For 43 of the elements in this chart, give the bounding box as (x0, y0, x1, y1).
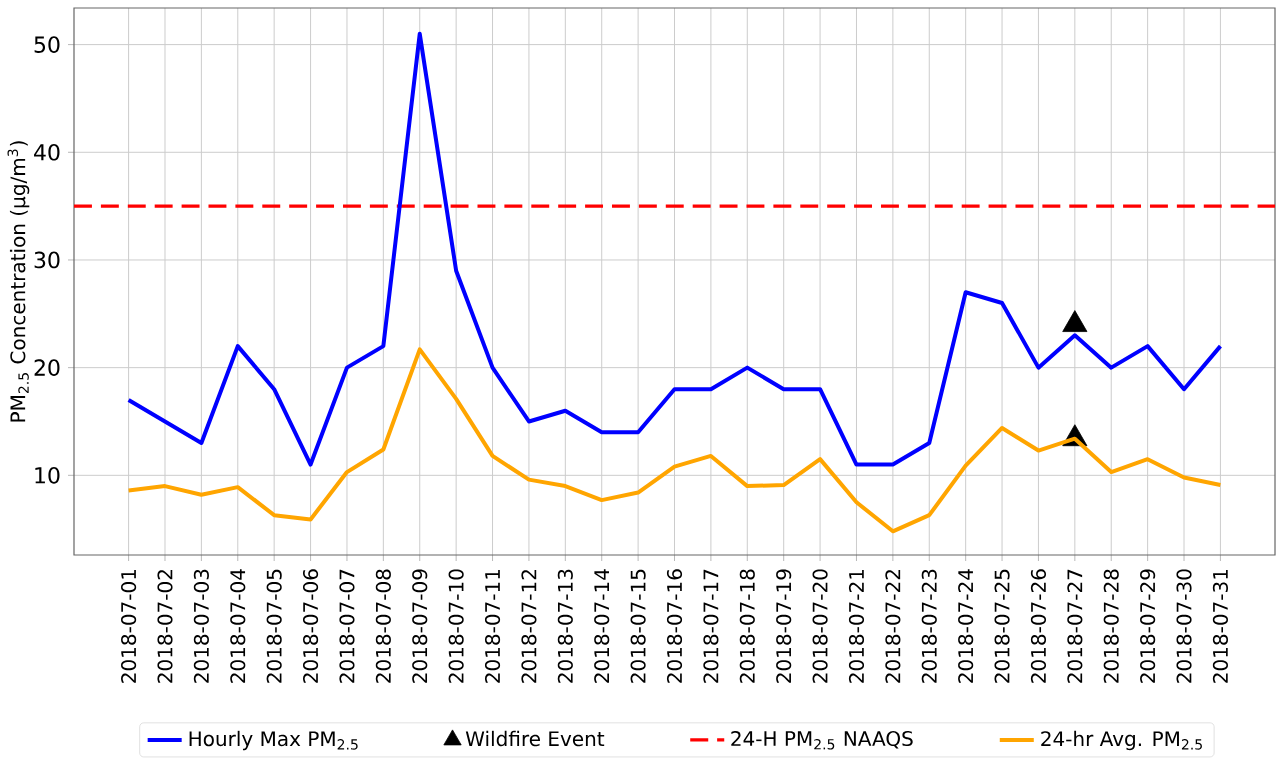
x-tick-label: 2018-07-06 (303, 569, 319, 683)
x-tick-label: 2018-07-22 (885, 570, 901, 683)
x-tick-label: 2018-07-25 (994, 569, 1010, 683)
legend-label: Hourly Max PM$_{2.5}$ (189, 730, 358, 751)
x-tick-label: 2018-07-30 (1176, 569, 1192, 683)
x-tick-label: 2018-07-31 (1212, 569, 1228, 683)
y-axis-title: PM$_{2.5}$ Concentration (µg/m$^{3}$) (7, 141, 30, 422)
x-tick-label: 2018-07-12 (521, 570, 537, 683)
x-tick-label: 2018-07-19 (776, 569, 792, 683)
y-tick-label: 40 (34, 143, 60, 161)
x-tick-label: 2018-07-08 (375, 569, 391, 683)
x-tick-label: 2018-07-23 (921, 569, 937, 683)
y-tick-label: 10 (35, 466, 60, 484)
legend-label: 24-hr Avg. PM$_{2.5}$ (1041, 730, 1202, 751)
x-tick-label: 2018-07-18 (739, 569, 755, 683)
x-tick-label: 2018-07-11 (484, 569, 501, 683)
x-tick-label: 2018-07-15 (630, 569, 646, 683)
x-tick-label: 2018-07-26 (1030, 569, 1047, 683)
x-tick-label: 2018-07-07 (339, 569, 355, 683)
x-tick-label: 2018-07-21 (848, 569, 865, 683)
line-series (126, 31, 1223, 467)
line-series (126, 347, 1223, 534)
y-tick-label: 30 (34, 251, 60, 269)
y-tick-label: 50 (34, 36, 60, 53)
x-tick-label: 2018-07-20 (812, 569, 828, 683)
x-tick-label: 2018-07-04 (230, 569, 246, 683)
legend-label: 24-H PM$_{2.5}$ NAAQS (731, 730, 913, 750)
x-tick-label: 2018-07-16 (666, 569, 683, 683)
x-tick-label: 2018-07-05 (266, 569, 282, 683)
x-tick-label: 2018-07-09 (412, 569, 428, 683)
x-tick-label: 2018-07-10 (448, 569, 464, 683)
x-tick-label: 2018-07-17 (703, 569, 719, 683)
x-tick-label: 2018-07-03 (193, 569, 209, 683)
y-tick-label: 20 (34, 359, 60, 376)
x-tick-label: 2018-07-01 (121, 569, 137, 683)
x-tick-label: 2018-07-28 (1103, 569, 1119, 683)
x-tick-label: 2018-07-29 (1140, 569, 1156, 683)
x-tick-label: 2018-07-27 (1067, 569, 1083, 683)
x-tick-label: 2018-07-02 (157, 570, 173, 683)
legend-label: Wildfire Event (465, 730, 605, 747)
x-tick-label: 2018-07-14 (594, 569, 610, 683)
x-tick-label: 2018-07-24 (958, 569, 974, 683)
x-tick-label: 2018-07-13 (557, 569, 573, 683)
